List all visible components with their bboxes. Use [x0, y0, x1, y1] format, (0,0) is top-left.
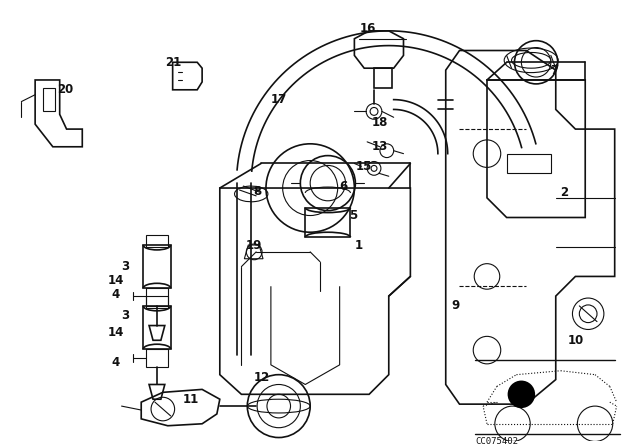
Text: 4: 4	[112, 356, 120, 370]
Text: 4: 4	[112, 288, 120, 301]
Circle shape	[508, 380, 535, 408]
Text: 16: 16	[359, 22, 376, 35]
Text: 20: 20	[57, 83, 73, 96]
Text: 12: 12	[253, 371, 269, 384]
Text: 3: 3	[122, 309, 130, 322]
Bar	[146, 349, 168, 367]
Text: 17: 17	[271, 93, 287, 106]
Bar	[143, 306, 171, 349]
Text: 1: 1	[355, 238, 362, 251]
Text: 21: 21	[164, 56, 181, 69]
Text: 2: 2	[560, 186, 568, 199]
Text: 7: 7	[550, 64, 558, 77]
Text: 9: 9	[452, 299, 460, 312]
Bar	[374, 68, 392, 88]
Text: 13: 13	[372, 140, 388, 153]
Bar	[146, 296, 168, 308]
Text: 18: 18	[372, 116, 388, 129]
Text: 3: 3	[122, 260, 130, 273]
Bar	[143, 245, 171, 288]
Text: 5: 5	[349, 209, 358, 222]
Text: 10: 10	[568, 334, 584, 347]
Text: 11: 11	[182, 393, 199, 406]
Text: 14: 14	[108, 274, 124, 287]
Text: 8: 8	[253, 185, 262, 198]
Text: 15: 15	[355, 160, 372, 173]
Text: 6: 6	[340, 180, 348, 193]
Text: 19: 19	[245, 238, 262, 251]
Bar	[305, 208, 351, 237]
Text: 14: 14	[108, 326, 124, 339]
Text: CC075402: CC075402	[476, 436, 518, 446]
Bar	[146, 235, 168, 247]
Bar	[146, 288, 168, 306]
